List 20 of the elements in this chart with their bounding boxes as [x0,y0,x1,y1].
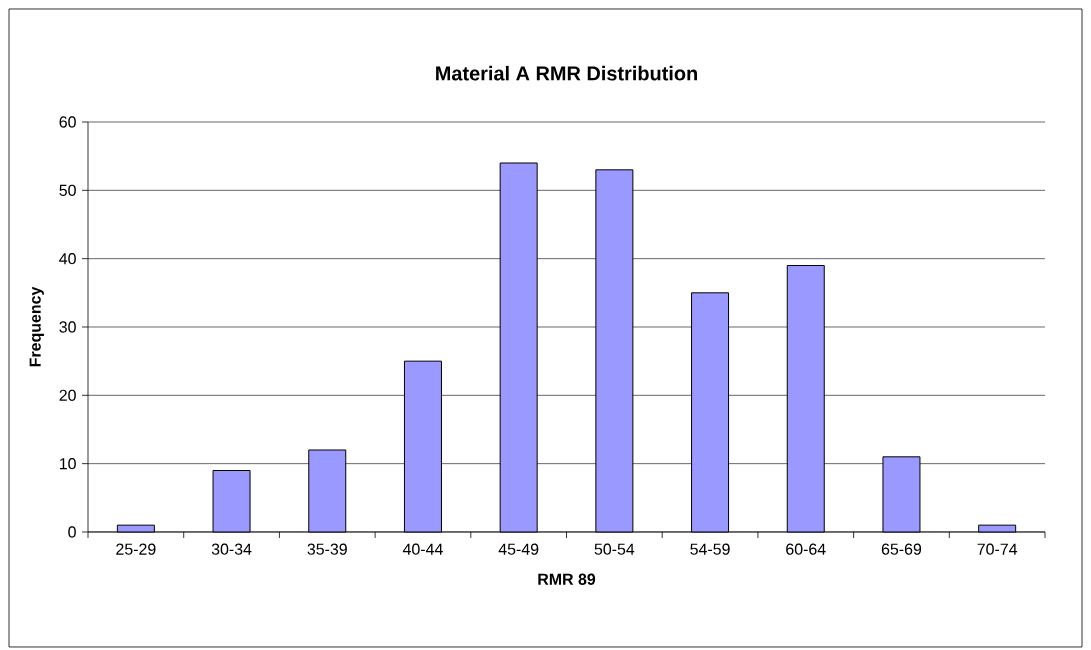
x-tick-label: 60-64 [786,543,826,555]
y-axis-title: Frequency [29,286,44,367]
y-tick-label: 40 [59,253,76,265]
chart-title: Material A RMR Distribution [436,65,697,81]
x-tick-label: 50-54 [594,543,635,555]
y-tick-label: 60 [59,116,76,128]
x-tick-label: 70-74 [977,543,1018,555]
x-tick-label: 25-29 [116,543,156,555]
x-tick-label: 40-44 [402,543,443,555]
x-tick-label: 54-59 [690,543,730,555]
x-tick-label: 45-49 [498,543,539,555]
x-tick-label: 35-39 [307,543,347,555]
x-axis-title: RMR 89 [538,573,596,585]
y-tick-label: 10 [59,458,76,470]
y-tick-label: 50 [59,184,76,196]
x-tick-label: 65-69 [881,543,922,555]
x-tick-label: 30-34 [211,543,252,555]
y-tick-label: 0 [68,526,76,538]
y-tick-label: 20 [59,389,76,401]
y-tick-label: 30 [59,321,76,333]
